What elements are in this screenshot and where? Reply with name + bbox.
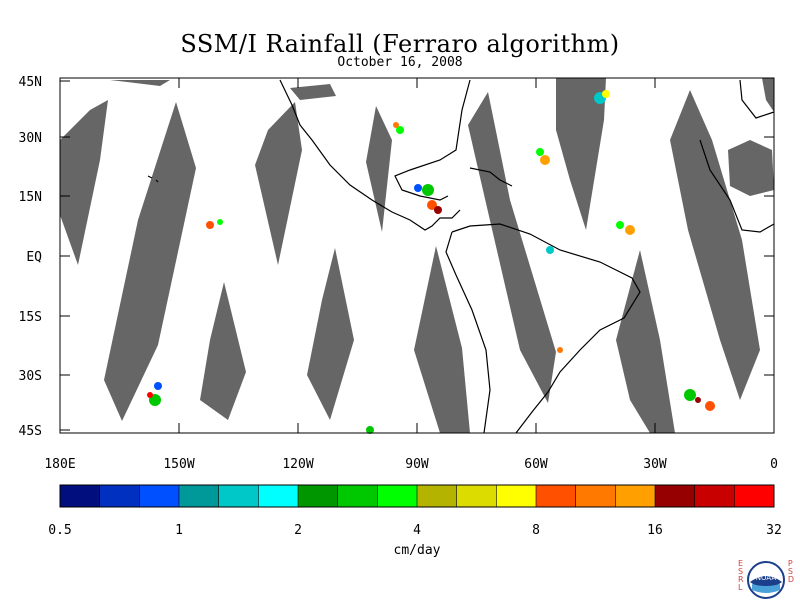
colorbar-swatch xyxy=(536,485,577,507)
colorbar-tick-label: 1 xyxy=(175,523,183,538)
swath xyxy=(200,282,246,420)
lat-label: 30S xyxy=(19,369,42,384)
swath xyxy=(307,248,354,420)
colorbar-swatch xyxy=(655,485,696,507)
colorbar-swatch xyxy=(179,485,220,507)
lat-label: 45S xyxy=(19,424,42,439)
colorbar-swatch xyxy=(99,485,140,507)
noaa-emblem-icon: NOAA xyxy=(747,561,785,599)
lat-label: 45N xyxy=(19,75,42,90)
lon-label: 150W xyxy=(163,457,194,472)
lon-label: 30W xyxy=(643,457,667,472)
colorbar-tick-label: 0.5 xyxy=(48,523,71,538)
colorbar-swatch xyxy=(337,485,378,507)
colorbar-swatch xyxy=(496,485,537,507)
land-areas xyxy=(110,80,774,196)
colorbar-tick-label: 32 xyxy=(766,523,782,538)
colorbar-tick-label: 2 xyxy=(294,523,302,538)
swath xyxy=(670,90,760,400)
colorbar-swatch xyxy=(694,485,735,507)
map-date: October 16, 2008 xyxy=(337,55,463,70)
colorbar-swatch xyxy=(298,485,339,507)
swath xyxy=(414,246,470,433)
axis-ticks xyxy=(59,78,775,433)
swath xyxy=(762,78,774,112)
swath xyxy=(366,106,392,232)
lat-label: EQ xyxy=(26,250,42,265)
lon-labels: 180E 150W 120W 90W 60W 30W 0 xyxy=(44,457,778,472)
lon-label: 0 xyxy=(770,457,778,472)
swath xyxy=(556,78,606,230)
swath xyxy=(616,250,675,433)
colorbar-swatch xyxy=(417,485,458,507)
lat-label: 15N xyxy=(19,190,42,205)
colorbar-swatch xyxy=(456,485,497,507)
colorbar-swatch xyxy=(218,485,259,507)
colorbar-unit: cm/day xyxy=(394,543,441,558)
colorbar-swatch xyxy=(377,485,418,507)
lat-label: 15S xyxy=(19,310,42,325)
rain-patches xyxy=(147,90,715,434)
coastlines xyxy=(147,79,775,434)
colorbar-labels: 0.5 1 2 4 8 16 32 cm/day xyxy=(48,523,782,558)
colorbar-swatch xyxy=(615,485,656,507)
lat-labels: 45N 30N 15N EQ 15S 30S 45S xyxy=(19,75,43,439)
colorbar-tick-label: 4 xyxy=(413,523,421,538)
colorbar-tick-label: 8 xyxy=(532,523,540,538)
colorbar xyxy=(59,484,775,508)
colorbar-swatch xyxy=(258,485,299,507)
swath xyxy=(60,100,108,265)
colorbar-tick-label: 16 xyxy=(647,523,663,538)
colorbar-swatch xyxy=(734,485,775,507)
lon-label: 180E xyxy=(44,457,75,472)
lat-label: 30N xyxy=(19,131,42,146)
emblem-text: NOAA xyxy=(756,574,777,582)
lon-label: 90W xyxy=(405,457,429,472)
lon-label: 60W xyxy=(524,457,548,472)
swath xyxy=(468,92,556,403)
swath xyxy=(104,102,196,421)
swath xyxy=(255,102,302,265)
colorbar-swatch xyxy=(575,485,616,507)
lon-label: 120W xyxy=(282,457,313,472)
no-data-swaths xyxy=(60,78,774,433)
colorbar-swatch xyxy=(139,485,180,507)
colorbar-swatch xyxy=(60,485,101,507)
map-title: SSM/I Rainfall (Ferraro algorithm) xyxy=(180,30,620,58)
